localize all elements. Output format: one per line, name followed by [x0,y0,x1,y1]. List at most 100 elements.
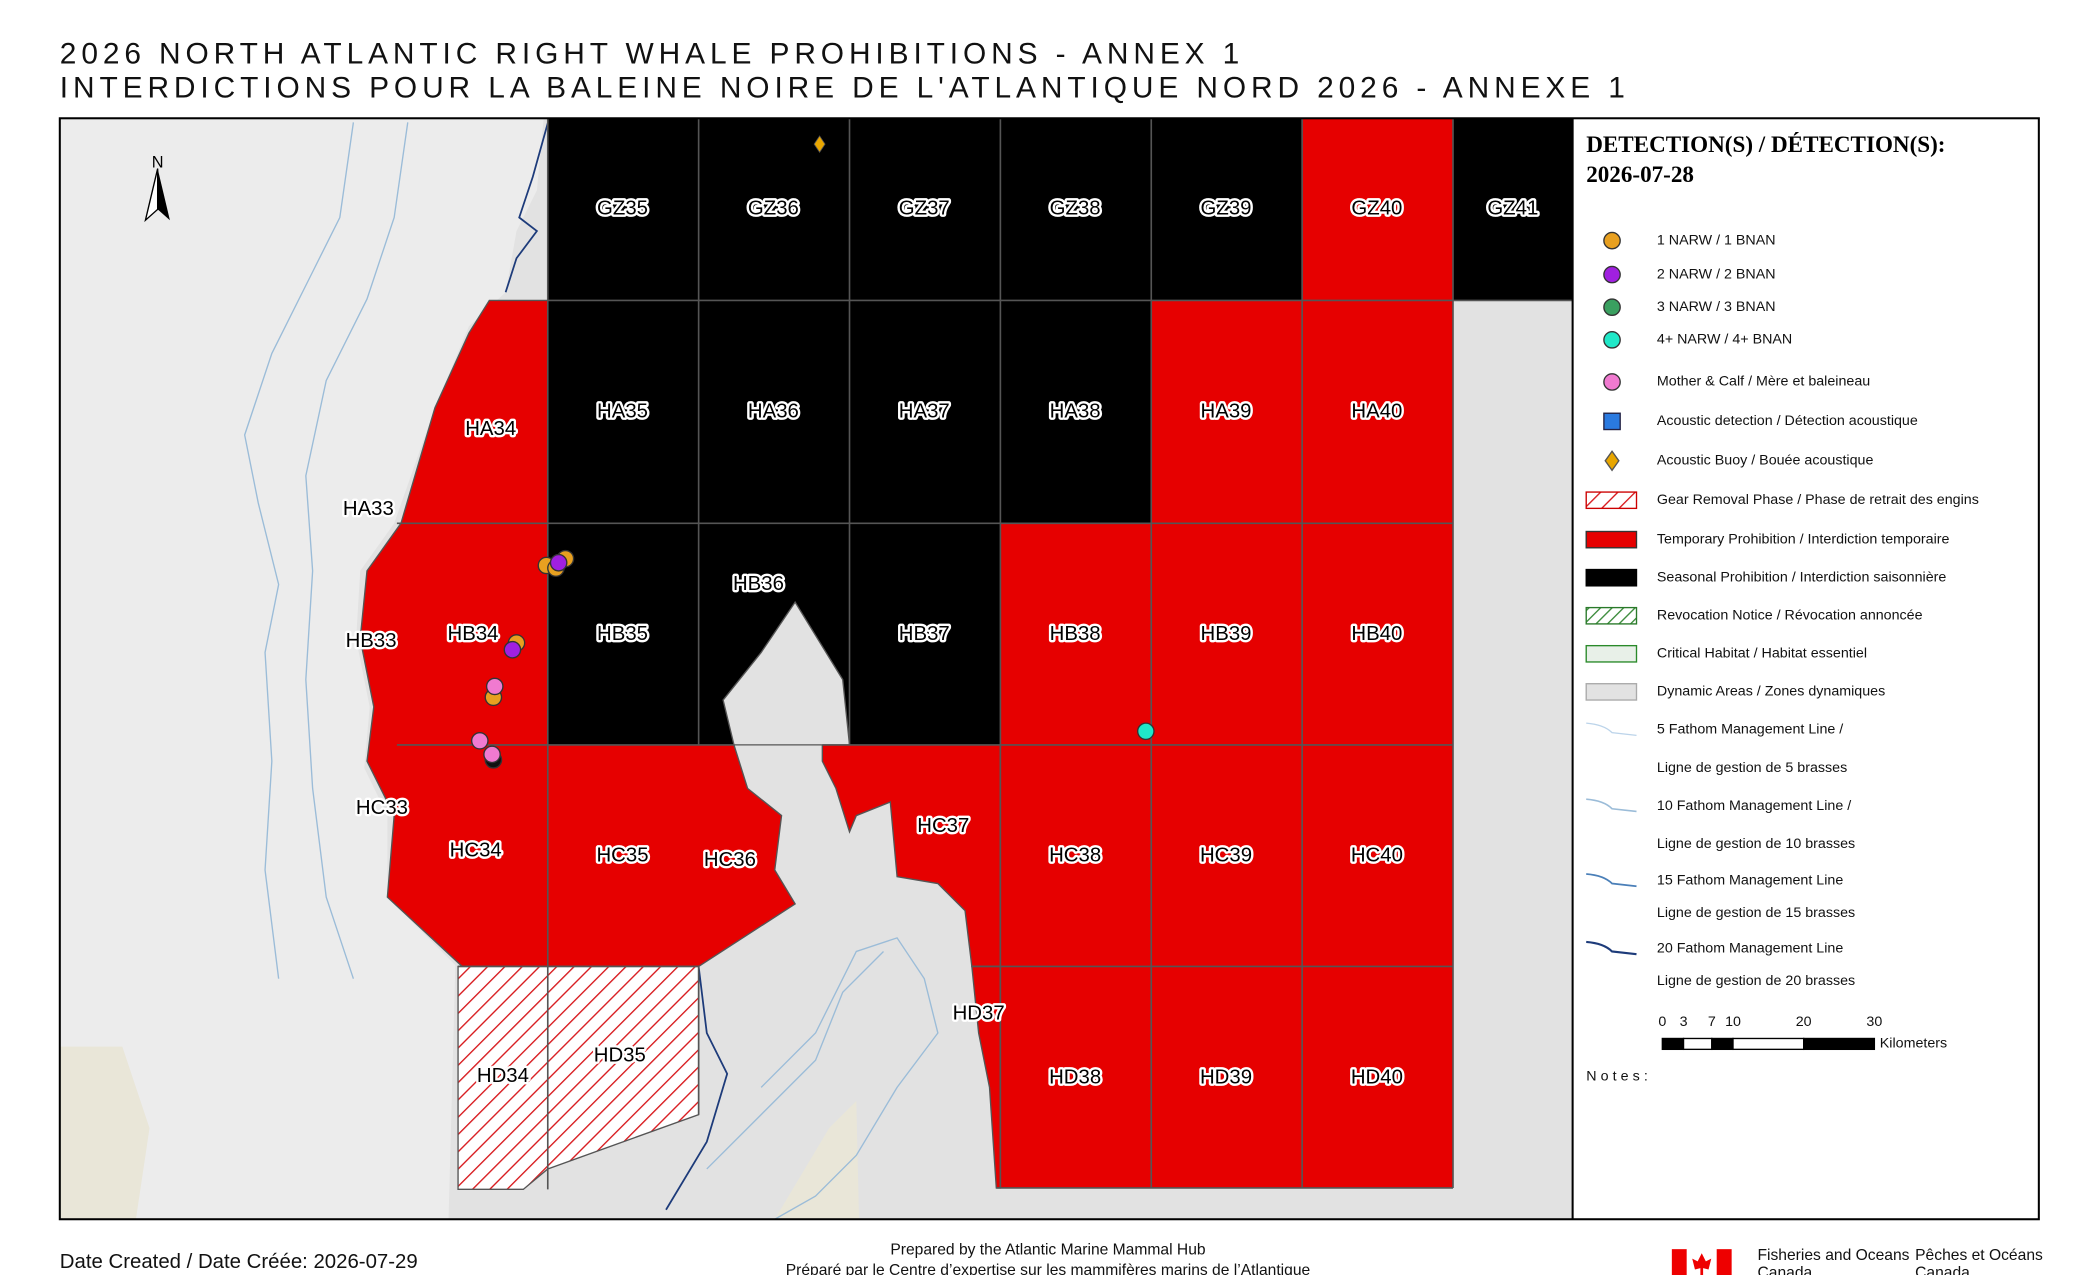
legend-label: 4+ NARW / 4+ BNAN [1657,332,1792,348]
zone-label: HD39 [1200,1066,1252,1088]
fathom-lines [243,122,939,1220]
zone-label: HD35 [594,1045,646,1067]
legend-symbol [1585,491,1638,510]
legend-label: 20 Fathom Management Line [1657,941,1843,957]
scale-segment [1682,1037,1713,1051]
scale-segment [1732,1037,1805,1051]
zone-label: GZ40 [1351,198,1402,220]
zone-label: HB36 [733,573,784,595]
zone-label: HB33 [346,630,397,652]
scale-label: 3 [1680,1014,1688,1030]
zone-label: GZ37 [899,198,950,220]
legend-item: 1 NARW / 1 BNAN [1603,231,1776,250]
legend-symbol [1585,644,1638,663]
scale-label: 0 [1658,1014,1666,1030]
zone-label: GZ39 [1201,198,1252,220]
zone-label: HA34 [465,418,516,440]
dfo-fr: Pêches et Océans [1915,1247,2043,1264]
zone-label: HD40 [1351,1066,1403,1088]
zone-label: HD37 [953,1002,1005,1024]
legend-symbol [1603,231,1621,250]
legend-symbol [1603,373,1621,391]
legend-label: 1 NARW / 1 BNAN [1657,232,1776,248]
legend-symbol [1586,940,1637,956]
legend-label: Ligne de gestion de 20 brasses [1657,973,1855,989]
acoustic-buoy [813,135,826,153]
canada-flag [1671,1249,1732,1275]
scale-label: 7 [1708,1014,1716,1030]
legend-symbol [1603,412,1621,431]
legend: DETECTION(S) / DÉTECTION(S): 2026-07-28 … [1585,131,1979,1084]
zone-label: HA35 [597,400,648,422]
zone-label: GZ36 [748,198,799,220]
dfo-fr: Canada [1915,1265,1970,1275]
legend-symbol [1603,265,1621,284]
legend-symbol [1585,606,1638,625]
legend-item: Seasonal Prohibition / Interdiction sais… [1585,568,1947,587]
zone-label: HA39 [1201,400,1252,422]
zone-label: HC35 [596,845,648,867]
zone-label: HC34 [450,839,502,861]
legend-item: Revocation Notice / Révocation annoncée [1585,606,1923,625]
legend-label: Acoustic detection / Détection acoustiqu… [1657,413,1918,429]
legend-symbol [1586,722,1637,737]
subtitle: INTERDICTIONS POUR LA BALEINE NOIRE DE L… [60,72,1630,105]
legend-symbol [1585,530,1638,549]
legend-label: Revocation Notice / Révocation annoncée [1657,608,1923,624]
legend-label: Ligne de gestion de 15 brasses [1657,905,1855,921]
zone-label: HB35 [597,623,648,645]
legend-title: DETECTION(S) / DÉTECTION(S): [1586,131,1945,157]
legend-item: Acoustic Buoy / Bouée acoustique [1604,450,1874,472]
date-created: Date Created / Date Créée: 2026-07-29 [60,1251,418,1273]
scale-unit: Kilometers [1880,1036,1947,1052]
legend-item: Mother & Calf / Mère et baleineau [1603,373,1870,391]
scale-segment [1661,1037,1685,1051]
prepared-by: Prepared by the Atlantic Marine Mammal H… [890,1242,1206,1259]
zone-label: HC33 [356,797,408,819]
zone-label: HC40 [1351,845,1403,867]
land [59,118,544,1220]
zone-label: HB38 [1050,623,1101,645]
legend-item: 2 NARW / 2 BNAN [1603,265,1776,284]
fathom-line-20 [504,118,729,1211]
legend-symbol [1604,450,1620,472]
title: 2026 NORTH ATLANTIC RIGHT WHALE PROHIBIT… [60,38,1244,71]
legend-item: Ligne de gestion de 15 brasses [1657,905,1855,921]
prepared-by-fr: Préparé par le Centre d’expertise sur le… [786,1262,1311,1275]
zone-label: GZ41 [1487,198,1538,220]
legend-label: Dynamic Areas / Zones dynamiques [1657,684,1885,700]
dfo-en: Fisheries and Oceans [1757,1247,1909,1264]
scale-label: 10 [1725,1014,1741,1030]
scale-label: 30 [1866,1014,1882,1030]
legend-item: 10 Fathom Management Line / [1586,798,1851,814]
zone-label: HA40 [1351,400,1402,422]
zone-label: HC38 [1049,845,1101,867]
zone-label: HC39 [1200,845,1252,867]
legend-symbol [1585,568,1638,587]
legend-label: 10 Fathom Management Line / [1657,798,1851,814]
legend-item: 4+ NARW / 4+ BNAN [1603,330,1792,349]
zone-label: HD38 [1049,1066,1101,1088]
legend-label: Acoustic Buoy / Bouée acoustique [1657,453,1874,469]
zone-label: HB39 [1201,623,1252,645]
legend-label: 2 NARW / 2 BNAN [1657,266,1776,282]
zone-label: HA36 [748,400,799,422]
zone-label: HA37 [899,400,950,422]
legend-item: 5 Fathom Management Line / [1586,722,1843,738]
legend-label: 3 NARW / 3 BNAN [1657,299,1776,315]
legend-symbol [1585,683,1638,701]
legend-item: Ligne de gestion de 5 brasses [1657,760,1847,776]
notes: Notes: [1586,1068,1652,1084]
zone-label: GZ35 [597,198,648,220]
map: GZ35 GZ36 GZ37 GZ38 GZ39 GZ40 GZ41 HA33 HA34 HA35… [59,118,1573,1220]
zone-label: HD34 [477,1065,529,1087]
scale-segment [1803,1037,1876,1051]
map-frame [58,117,2040,1221]
zone-label: HB37 [899,623,950,645]
zone-label: HA38 [1050,400,1101,422]
legend-label: Seasonal Prohibition / Interdiction sais… [1657,569,1947,585]
zone-label: HC37 [917,815,969,837]
legend-symbol [1586,873,1637,888]
